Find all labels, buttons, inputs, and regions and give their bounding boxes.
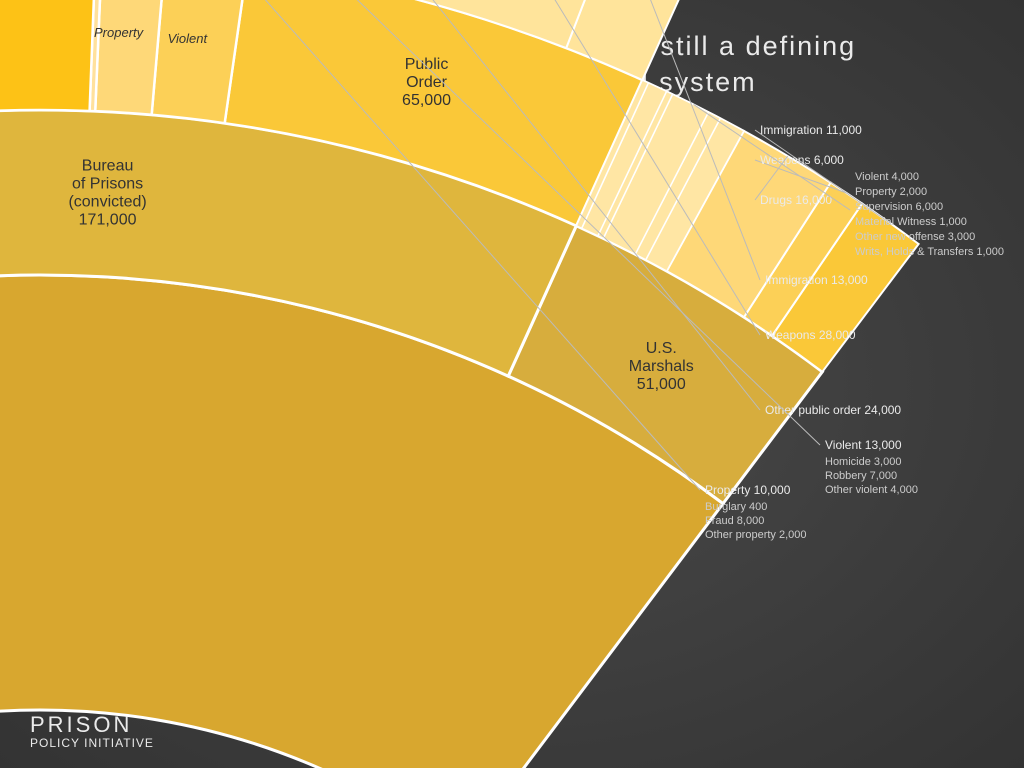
label-violent: Violent [168, 31, 209, 46]
side-label-marshals-cluster-4: Other new offense 3,000 [855, 231, 975, 243]
side-label-property-0: Burglary 400 [705, 501, 767, 513]
label-publicorder: Public [405, 56, 449, 73]
svg-text:(convicted): (convicted) [68, 193, 146, 210]
side-label-marshals-cluster-3: Material Witness 1,000 [855, 216, 967, 228]
side-label-violent-2: Other violent 4,000 [825, 484, 918, 496]
logo: PRISON POLICY INITIATIVE [30, 712, 154, 750]
side-label-marshals-cluster-1: Property 2,000 [855, 186, 927, 198]
side-label-marshals-cluster-2: Supervision 6,000 [855, 201, 943, 213]
svg-text:171,000: 171,000 [79, 211, 137, 228]
side-label-marshals-cluster-0: Violent 4,000 [855, 171, 919, 183]
svg-text:Marshals: Marshals [629, 358, 694, 375]
svg-text:51,000: 51,000 [637, 376, 686, 393]
label-property: Property [94, 25, 145, 40]
side-label-marshals-2: Drugs 16,000 [760, 193, 832, 207]
sunburst-chart: Federal221,000U.S.Marshals51,000Bureauof… [0, 0, 1024, 768]
side-label-marshals-1: Weapons 6,000 [760, 153, 844, 167]
side-label-marshals-0: Immigration 11,000 [760, 123, 862, 137]
side-label-property-1: Fraud 8,000 [705, 515, 764, 527]
svg-text:65,000: 65,000 [402, 92, 451, 109]
logo-line1: PRISON [30, 712, 154, 738]
label-marshals: U.S. [646, 340, 677, 357]
label-bop: Bureau [82, 157, 134, 174]
side-label-property-header: Property 10,000 [705, 483, 791, 497]
side-label-publicorder-1: Weapons 28,000 [765, 328, 856, 342]
side-label-marshals-cluster-5: Writs, Holds & Transfers 1,000 [855, 246, 1004, 258]
svg-text:Order: Order [406, 74, 448, 91]
side-label-publicorder-2: Other public order 24,000 [765, 403, 901, 417]
side-label-publicorder-0: Immigration 13,000 [765, 273, 868, 287]
side-label-violent-1: Robbery 7,000 [825, 470, 897, 482]
svg-text:of Prisons: of Prisons [72, 175, 143, 192]
side-label-violent-header: Violent 13,000 [825, 438, 902, 452]
side-label-property-2: Other property 2,000 [705, 529, 807, 541]
side-label-violent-0: Homicide 3,000 [825, 456, 901, 468]
logo-line2: POLICY INITIATIVE [30, 736, 154, 750]
